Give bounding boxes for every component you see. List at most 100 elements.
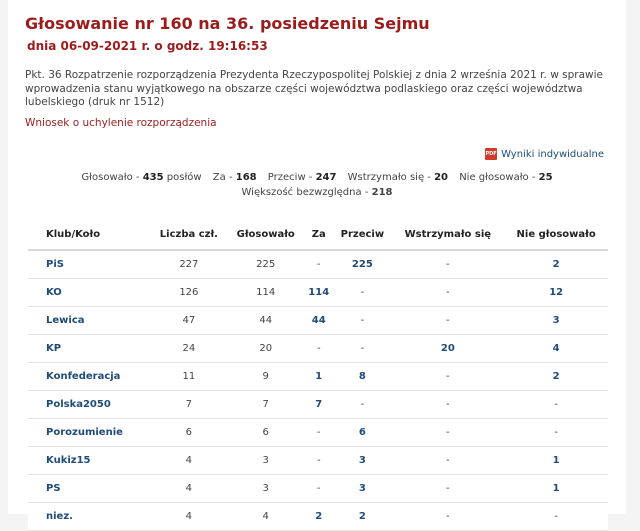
majority-summary: Większość bezwzględna - 218	[8, 187, 626, 198]
abstain-value: 20	[434, 172, 448, 183]
cell-against[interactable]: 8	[333, 362, 392, 391]
cell-members: 4	[150, 502, 228, 531]
cell-members: 6	[150, 418, 228, 447]
cell-for[interactable]: 114	[304, 278, 334, 307]
cell-club[interactable]: Kukiz15	[28, 446, 151, 475]
cell-club[interactable]: KO	[28, 278, 151, 307]
cell-against[interactable]: 3	[333, 446, 392, 475]
table-row: PiS 227 225-225-2	[28, 250, 608, 279]
cell-against[interactable]: 2	[333, 502, 392, 531]
cell-notvoted[interactable]: 12	[504, 278, 608, 307]
individual-results-label: Wyniki indywidualne	[501, 148, 604, 160]
cell-club[interactable]: Polska2050	[28, 390, 151, 419]
vote-date: dnia 06-09-2021 r. o godz. 19:16:53	[27, 39, 268, 53]
table-row: KO 126 114 114- -12	[28, 278, 608, 307]
motion-link[interactable]: Wniosek o uchylenie rozporządzenia	[25, 117, 217, 129]
voted-unit: posłów	[166, 172, 202, 183]
majority-label: Większość bezwzględna -	[241, 187, 369, 198]
cell-voted: 20	[227, 334, 305, 363]
cell-against[interactable]: 6	[333, 418, 392, 447]
cell-for[interactable]: 44	[304, 306, 334, 335]
header-voted: Głosowało	[227, 220, 305, 251]
cell-for: -	[304, 418, 334, 447]
table-row: Lewica 47 44 44- -3	[28, 306, 608, 335]
header-club: Klub/Koło	[28, 220, 151, 251]
header-abstain: Wstrzymało się	[391, 220, 505, 251]
voted-value: 435	[142, 172, 164, 183]
cell-voted: 3	[227, 474, 305, 503]
cell-members: 11	[150, 362, 228, 391]
cell-voted: 9	[227, 362, 305, 391]
header-against: Przeciw	[333, 220, 392, 251]
cell-voted: 225	[227, 250, 305, 279]
cell-club[interactable]: Lewica	[28, 306, 151, 335]
cell-abstain[interactable]: 20	[391, 334, 505, 363]
table-row: Konfederacja 11 9 1 8-2	[28, 362, 608, 391]
header-for: Za	[304, 220, 334, 251]
cell-notvoted: -	[504, 502, 608, 531]
table-row: Porozumienie 6 6-6- -	[28, 418, 608, 447]
cell-abstain: -	[391, 362, 505, 391]
cell-abstain: -	[391, 306, 505, 335]
results-table: Klub/Koło Liczba czł. Głosowało Za Przec…	[28, 220, 608, 531]
notvoted-label: Nie głosowało -	[459, 172, 536, 183]
cell-for: -	[304, 446, 334, 475]
for-label: Za -	[212, 172, 233, 183]
cell-abstain: -	[391, 474, 505, 503]
cell-voted: 44	[227, 306, 305, 335]
cell-abstain: -	[391, 278, 505, 307]
cell-club[interactable]: Konfederacja	[28, 362, 151, 391]
cell-members: 227	[150, 250, 228, 279]
cell-notvoted[interactable]: 1	[504, 446, 608, 475]
cell-club[interactable]: niez.	[28, 502, 151, 531]
header-members: Liczba czł.	[150, 220, 228, 251]
cell-voted: 114	[227, 278, 305, 307]
cell-members: 4	[150, 474, 228, 503]
table-header-row: Klub/Koło Liczba czł. Głosowało Za Przec…	[28, 220, 608, 251]
header-notvoted: Nie głosowało	[504, 220, 608, 251]
cell-notvoted[interactable]: 2	[504, 250, 608, 279]
cell-club[interactable]: PS	[28, 474, 151, 503]
cell-abstain: -	[391, 446, 505, 475]
cell-against: -	[333, 306, 392, 335]
cell-club[interactable]: KP	[28, 334, 151, 363]
cell-notvoted[interactable]: 1	[504, 474, 608, 503]
voted-label: Głosowało -	[81, 172, 140, 183]
table-row: Kukiz15 4 3-3-1	[28, 446, 608, 475]
cell-notvoted[interactable]: 4	[504, 334, 608, 363]
pdf-icon: PDF	[485, 148, 498, 160]
majority-value: 218	[371, 187, 393, 198]
for-value: 168	[235, 172, 257, 183]
cell-abstain: -	[391, 250, 505, 279]
cell-members: 126	[150, 278, 228, 307]
notvoted-value: 25	[538, 172, 553, 183]
cell-for: -	[304, 250, 334, 279]
cell-against[interactable]: 3	[333, 474, 392, 503]
voting-page: Głosowanie nr 160 na 36. posiedzeniu Sej…	[8, 0, 626, 531]
cell-voted: 4	[227, 502, 305, 531]
cell-for: -	[304, 474, 334, 503]
cell-club[interactable]: PiS	[28, 250, 151, 279]
vote-summary: Głosowało - 435 posłów Za - 168 Przeciw …	[81, 172, 553, 183]
cell-voted: 7	[227, 390, 305, 419]
cell-members: 47	[150, 306, 228, 335]
cell-voted: 6	[227, 418, 305, 447]
cell-abstain: -	[391, 502, 505, 531]
cell-for[interactable]: 1	[304, 362, 334, 391]
against-value: 247	[315, 172, 337, 183]
cell-for[interactable]: 7	[304, 390, 334, 419]
page-title: Głosowanie nr 160 na 36. posiedzeniu Sej…	[25, 14, 430, 33]
cell-club[interactable]: Porozumienie	[28, 418, 151, 447]
cell-abstain: -	[391, 390, 505, 419]
table-row: PS 4 3-3-1	[28, 474, 608, 503]
abstain-label: Wstrzymało się -	[347, 172, 431, 183]
individual-results-link[interactable]: PDF Wyniki indywidualne	[485, 148, 604, 160]
cell-for[interactable]: 2	[304, 502, 334, 531]
cell-against[interactable]: 225	[333, 250, 392, 279]
cell-notvoted: -	[504, 418, 608, 447]
cell-abstain: -	[391, 418, 505, 447]
cell-members: 24	[150, 334, 228, 363]
cell-members: 4	[150, 446, 228, 475]
cell-notvoted[interactable]: 3	[504, 306, 608, 335]
cell-notvoted[interactable]: 2	[504, 362, 608, 391]
